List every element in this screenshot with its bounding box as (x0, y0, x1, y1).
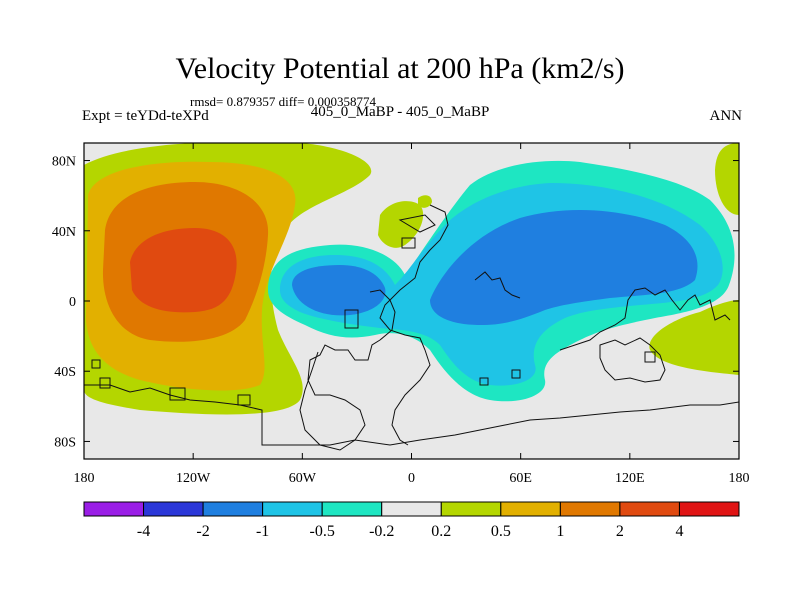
colorbar-label: 4 (675, 523, 683, 540)
y-tick-label: 80S (54, 435, 76, 450)
x-tick-label: 60E (509, 471, 532, 486)
case-label: 405_0_MaBP - 405_0_MaBP (310, 104, 490, 120)
x-tick-label: 0 (408, 471, 415, 486)
colorbar-box (440, 501, 502, 517)
colorbar-label: 1 (556, 523, 564, 540)
colorbar-label: -0.2 (369, 523, 394, 540)
coastline-asia (474, 271, 731, 351)
contour-positive-0.2-small2 (418, 195, 432, 208)
coastline-australia (479, 337, 666, 386)
colorbar-box (202, 501, 264, 517)
x-tick-label: 120W (176, 471, 211, 486)
coastline-africa (379, 204, 449, 446)
y-tick-label: 40N (52, 225, 76, 240)
x-tick-label: 60W (289, 471, 317, 486)
colorbar-label: 0.2 (431, 523, 451, 540)
colorbar-box (143, 501, 204, 517)
y-tick-label: 0 (69, 295, 76, 310)
colorbar-label: -1 (256, 523, 269, 540)
contour-positive-2 (130, 228, 237, 313)
colorbar-box (559, 501, 621, 517)
experiment-label: Expt = teYDd-teXPd (82, 108, 209, 124)
y-tick-label: 80N (52, 155, 76, 170)
colorbar-label: -4 (137, 523, 150, 540)
x-tick-label: 120E (615, 471, 645, 486)
coastline-islands (91, 214, 656, 406)
colorbar-box (500, 501, 561, 517)
contour-negative-1-west (292, 265, 386, 316)
y-axis: 80N 40N 0 40S 80S (52, 155, 739, 450)
colorbar-box (381, 501, 442, 517)
colorbar-label: 2 (616, 523, 624, 540)
coastline-south-america (299, 289, 396, 451)
colorbar-box (262, 501, 323, 517)
colorbar: -4 -2 -1 -0.5 -0.2 0.2 0.5 1 2 4 (83, 501, 740, 540)
contour-positive-0.2-small (378, 201, 424, 248)
x-tick-label: 180 (729, 471, 750, 486)
stats-label: rmsd= 0.879357 diff= 0.000358774 (190, 94, 376, 109)
colorbar-label: 0.5 (491, 523, 511, 540)
season-label: ANN (709, 108, 743, 124)
colorbar-box (83, 501, 145, 517)
colorbar-box (321, 501, 383, 517)
coastlines (84, 204, 739, 451)
colorbar-box (619, 501, 680, 517)
x-axis: 180 120W 60W 0 60E 120E 180 (74, 143, 750, 486)
colorbar-label: -2 (196, 523, 209, 540)
colorbar-label: -0.5 (310, 523, 335, 540)
contour-fields (84, 143, 739, 415)
y-tick-label: 40S (54, 365, 76, 380)
colorbar-box (678, 501, 740, 517)
chart-title: Velocity Potential at 200 hPa (km2/s) (175, 52, 625, 85)
x-tick-label: 180 (74, 471, 95, 486)
